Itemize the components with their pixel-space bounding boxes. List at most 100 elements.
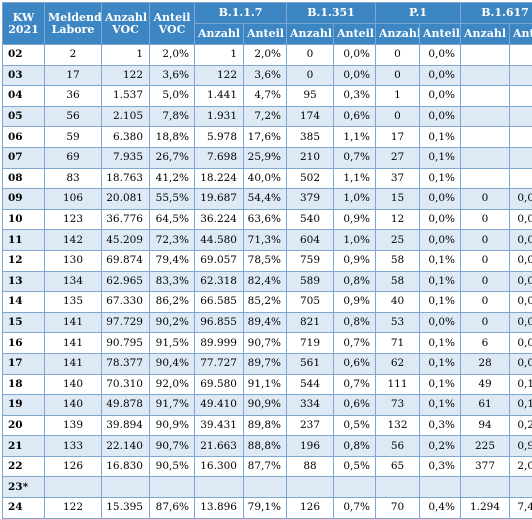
header-labs: Meldende Labore [45, 3, 102, 45]
cell-labs: 56 [45, 106, 102, 127]
cell-labs: 142 [45, 230, 102, 251]
cell-p1-count: 17 [376, 127, 420, 148]
cell-p1-share: 0,2% [420, 436, 461, 457]
cell-b1617-count [461, 45, 510, 66]
cell-voc-count: 78.377 [102, 353, 150, 374]
cell-voc-share: 26,7% [150, 147, 195, 168]
cell-labs: 130 [45, 250, 102, 271]
cell-b1351-share: 1,0% [334, 230, 376, 251]
cell-voc-count: 6.380 [102, 127, 150, 148]
cell-b1351-share: 0,6% [334, 395, 376, 416]
cell-b1351-share: 0,0% [334, 45, 376, 66]
cell-b1617-count: 0 [461, 271, 510, 292]
cell-b1617-share: 0,2% [510, 415, 532, 436]
cell-voc-count: 1 [102, 45, 150, 66]
cell-p1-share: 0,0% [420, 189, 461, 210]
cell-voc-share: 90,9% [150, 415, 195, 436]
cell-b1617-count: 61 [461, 395, 510, 416]
cell-b1617-share: 0,0% [510, 189, 532, 210]
cell-voc-count: 122 [102, 65, 150, 86]
header-anzahl-voc: Anzahl VOC [102, 3, 150, 45]
cell-b1351-count: 196 [287, 436, 334, 457]
cell-voc-share: 2,0% [150, 45, 195, 66]
cell-p1-share: 0,1% [420, 292, 461, 313]
cell-voc-count: 70.310 [102, 374, 150, 395]
cell-voc-share: 90,2% [150, 312, 195, 333]
cell-b1351-count: 561 [287, 353, 334, 374]
cell-kw: 18 [3, 374, 45, 395]
cell-voc-count [102, 477, 150, 498]
cell-b117-count: 7.698 [195, 147, 244, 168]
cell-voc-count: 16.830 [102, 456, 150, 477]
cell-p1-share: 0,1% [420, 127, 461, 148]
cell-kw: 19 [3, 395, 45, 416]
header-sub-anzahl: Anzahl [287, 24, 334, 45]
cell-b117-count: 69.057 [195, 250, 244, 271]
cell-b117-share: 7,2% [244, 106, 287, 127]
cell-b1617-share: 0,0% [510, 333, 532, 354]
cell-voc-share: 91,5% [150, 333, 195, 354]
cell-labs: 83 [45, 168, 102, 189]
header-sub-anzahl: Anzahl [461, 24, 510, 45]
cell-p1-share: 0,0% [420, 86, 461, 107]
header-sub-anzahl: Anzahl [376, 24, 420, 45]
cell-p1-count: 62 [376, 353, 420, 374]
cell-b1351-share: 0,7% [334, 374, 376, 395]
cell-b1351-count: 126 [287, 498, 334, 519]
cell-p1-share: 0,1% [420, 374, 461, 395]
cell-b1617-count: 0 [461, 250, 510, 271]
cell-b1617-share: 0,9% [510, 436, 532, 457]
cell-b117-share: 88,8% [244, 436, 287, 457]
cell-b1351-count: 88 [287, 456, 334, 477]
cell-b1617-share [510, 477, 532, 498]
cell-kw: 14 [3, 292, 45, 313]
cell-p1-count: 58 [376, 271, 420, 292]
cell-b1351-share: 1,1% [334, 127, 376, 148]
cell-voc-count: 18.763 [102, 168, 150, 189]
cell-b1617-share: 0,0% [510, 353, 532, 374]
cell-labs: 36 [45, 86, 102, 107]
cell-voc-share: 90,4% [150, 353, 195, 374]
cell-kw: 10 [3, 209, 45, 230]
cell-b117-count: 18.224 [195, 168, 244, 189]
cell-voc-share: 87,6% [150, 498, 195, 519]
cell-kw: 17 [3, 353, 45, 374]
cell-b1617-share: 0,0% [510, 209, 532, 230]
header-kw: KW 2021 [3, 3, 45, 45]
cell-b117-share: 3,6% [244, 65, 287, 86]
cell-b117-share: 40,0% [244, 168, 287, 189]
cell-b1617-share: 0,0% [510, 312, 532, 333]
cell-voc-count: 2.105 [102, 106, 150, 127]
cell-b1351-share: 0,7% [334, 147, 376, 168]
cell-b1351-count: 502 [287, 168, 334, 189]
cell-p1-count: 40 [376, 292, 420, 313]
cell-b117-share [244, 477, 287, 498]
header-sub-anteil: Anteil [420, 24, 461, 45]
cell-labs: 123 [45, 209, 102, 230]
cell-b117-share: 85,2% [244, 292, 287, 313]
cell-b117-count: 69.580 [195, 374, 244, 395]
cell-b1351-count: 719 [287, 333, 334, 354]
cell-kw: 22 [3, 456, 45, 477]
cell-kw: 20 [3, 415, 45, 436]
cell-labs: 69 [45, 147, 102, 168]
cell-b117-count: 77.727 [195, 353, 244, 374]
cell-b1351-count: 604 [287, 230, 334, 251]
cell-voc-share [150, 477, 195, 498]
cell-voc-count: 69.874 [102, 250, 150, 271]
cell-p1-count: 70 [376, 498, 420, 519]
cell-p1-count: 56 [376, 436, 420, 457]
header-kw-line2: 2021 [6, 24, 41, 36]
cell-b1617-share: 0,0% [510, 292, 532, 313]
cell-b117-count: 16.300 [195, 456, 244, 477]
cell-b117-share: 89,8% [244, 415, 287, 436]
cell-b1617-share [510, 65, 532, 86]
